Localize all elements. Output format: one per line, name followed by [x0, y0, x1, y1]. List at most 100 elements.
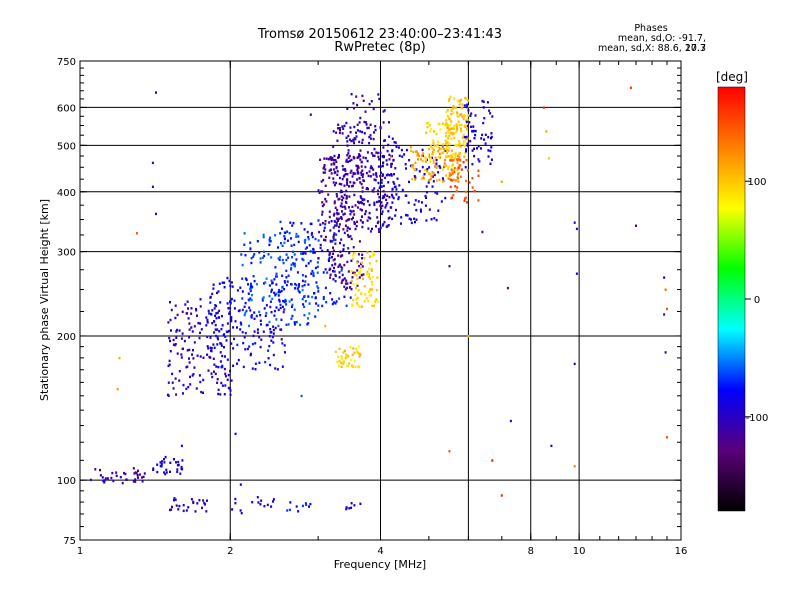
data-point — [261, 299, 264, 302]
data-point — [449, 159, 452, 162]
data-point — [217, 290, 220, 293]
data-point — [353, 351, 356, 354]
data-point — [573, 221, 576, 224]
data-point — [629, 86, 632, 89]
data-point — [353, 107, 355, 110]
data-point — [324, 184, 327, 187]
data-point — [349, 235, 352, 238]
data-point — [438, 148, 441, 151]
data-point — [443, 162, 446, 165]
data-point — [253, 279, 256, 283]
data-point — [333, 201, 336, 205]
data-point — [394, 141, 397, 144]
data-point — [330, 163, 333, 166]
data-point — [268, 294, 271, 298]
data-point — [255, 283, 258, 286]
data-point — [210, 313, 213, 316]
data-point — [281, 258, 284, 262]
y-tick-label: 300 — [57, 248, 76, 259]
data-point — [174, 316, 177, 320]
data-point — [462, 117, 465, 121]
data-point — [226, 302, 229, 305]
data-point — [397, 146, 400, 149]
data-point — [357, 253, 360, 256]
data-point — [245, 309, 248, 313]
data-point — [470, 125, 473, 128]
data-point — [378, 199, 381, 203]
data-point — [283, 288, 286, 291]
data-point — [381, 224, 384, 227]
data-point — [348, 227, 351, 230]
data-point — [305, 503, 308, 506]
data-point — [151, 185, 154, 188]
data-point — [241, 277, 244, 280]
data-point — [308, 312, 311, 315]
data-point — [388, 158, 391, 161]
data-point — [321, 190, 324, 193]
data-point — [332, 236, 335, 239]
data-point — [382, 190, 385, 193]
data-point — [450, 131, 453, 135]
data-point — [216, 381, 219, 384]
data-point — [435, 162, 438, 165]
data-point — [413, 203, 416, 206]
data-point — [295, 235, 298, 238]
data-point — [211, 375, 214, 379]
data-point — [297, 510, 300, 513]
data-point — [434, 156, 437, 159]
data-point — [375, 298, 378, 301]
data-point — [258, 336, 261, 339]
data-point — [178, 329, 181, 332]
data-point — [218, 330, 221, 333]
data-point — [350, 93, 353, 96]
data-point — [355, 135, 358, 138]
data-point — [459, 145, 462, 148]
data-point — [169, 470, 171, 473]
data-point — [342, 244, 345, 247]
data-point — [208, 312, 211, 315]
data-point — [340, 269, 343, 272]
data-point — [453, 157, 456, 160]
data-point — [297, 235, 300, 238]
data-point — [332, 259, 335, 262]
data-point — [223, 367, 226, 371]
data-point — [247, 292, 250, 295]
data-point — [320, 235, 323, 238]
data-point — [274, 294, 277, 297]
data-point — [420, 158, 423, 161]
data-point — [111, 471, 114, 475]
data-point — [374, 128, 377, 132]
data-point — [382, 155, 385, 159]
data-point — [500, 180, 503, 183]
data-point — [344, 224, 347, 227]
data-point — [335, 222, 338, 225]
data-point — [244, 254, 247, 257]
data-point — [324, 220, 327, 223]
data-point — [331, 264, 334, 267]
data-point — [340, 217, 343, 220]
data-point — [334, 302, 337, 305]
data-point — [169, 461, 172, 464]
data-point — [462, 135, 465, 138]
data-point — [355, 274, 358, 277]
data-point — [361, 190, 364, 193]
data-point — [237, 358, 240, 362]
data-point — [319, 158, 322, 161]
data-point — [450, 137, 453, 141]
data-point — [333, 159, 335, 162]
data-point — [332, 270, 334, 273]
data-point — [338, 271, 341, 274]
data-point — [366, 126, 369, 130]
data-point — [349, 346, 352, 349]
data-point — [249, 289, 252, 293]
data-point — [200, 328, 203, 331]
data-point — [417, 158, 419, 161]
data-point — [394, 167, 397, 170]
data-point — [178, 504, 181, 508]
data-point — [207, 369, 210, 372]
data-point — [327, 258, 330, 261]
data-point — [369, 217, 372, 220]
data-point — [338, 347, 341, 350]
data-point — [284, 231, 287, 234]
data-point — [361, 225, 364, 229]
